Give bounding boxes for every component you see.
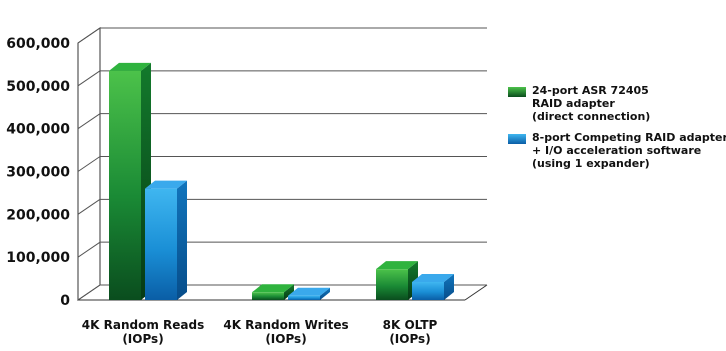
legend-item: 24-port ASR 72405 RAID adapter (direct con… <box>508 84 726 123</box>
gridline-depth <box>77 156 101 172</box>
legend-label: 8-port Competing RAID adapter <box>532 131 726 144</box>
y-tick-label: 200,000 <box>6 207 70 223</box>
bar-front <box>376 269 408 300</box>
bar-top <box>288 287 330 296</box>
bar-front <box>288 295 320 300</box>
gridline-depth <box>77 198 101 215</box>
y-tick-label: 100,000 <box>6 250 70 266</box>
gridline-depth <box>77 27 101 44</box>
legend-label: (direct connection) <box>532 110 651 123</box>
y-tick-label: 500,000 <box>6 79 70 95</box>
gridline-depth <box>77 284 101 301</box>
legend-item: 8-port Competing RAID adapter + I/O accel… <box>508 131 726 170</box>
bar <box>412 274 454 300</box>
legend-label: (using 1 expander) <box>532 157 650 170</box>
bar <box>376 261 418 300</box>
legend-swatch <box>508 87 526 97</box>
gridline-depth <box>77 113 101 130</box>
category-label: 4K Random Reads (IOPs) <box>82 318 204 346</box>
floor-edge-right <box>464 284 488 301</box>
bar-top <box>109 62 151 71</box>
category-label: 8K OLTP (IOPs) <box>383 318 438 346</box>
bar-top <box>252 284 294 293</box>
bar-side <box>320 287 330 300</box>
bar <box>109 62 151 300</box>
bar-front <box>252 292 284 300</box>
legend-swatch <box>508 134 526 144</box>
y-tick-label: 600,000 <box>6 36 70 52</box>
legend-label: RAID adapter <box>532 97 615 110</box>
bar-front <box>412 282 444 300</box>
bar <box>252 284 294 300</box>
y-tick-label: 400,000 <box>6 122 70 138</box>
legend-label: 24-port ASR 72405 <box>532 84 649 97</box>
gridline-depth <box>77 70 101 87</box>
bar-top <box>376 261 418 270</box>
y-tick-label: 0 <box>60 293 70 309</box>
bar <box>145 180 187 300</box>
bar-side <box>284 284 294 300</box>
bar-front <box>109 70 141 300</box>
bar-side <box>444 274 454 300</box>
y-tick-label: 300,000 <box>6 165 70 181</box>
category-label: 4K Random Writes (IOPs) <box>223 318 348 346</box>
bar-front <box>145 188 177 300</box>
bar <box>288 287 330 300</box>
bar-top <box>145 180 187 189</box>
legend-label: + I/O acceleration software <box>532 144 702 157</box>
chart-legend: 24-port ASR 72405 RAID adapter (direct con… <box>508 84 726 178</box>
bar-side <box>177 180 187 300</box>
bar-top <box>412 274 454 283</box>
gridline-depth <box>77 241 101 258</box>
